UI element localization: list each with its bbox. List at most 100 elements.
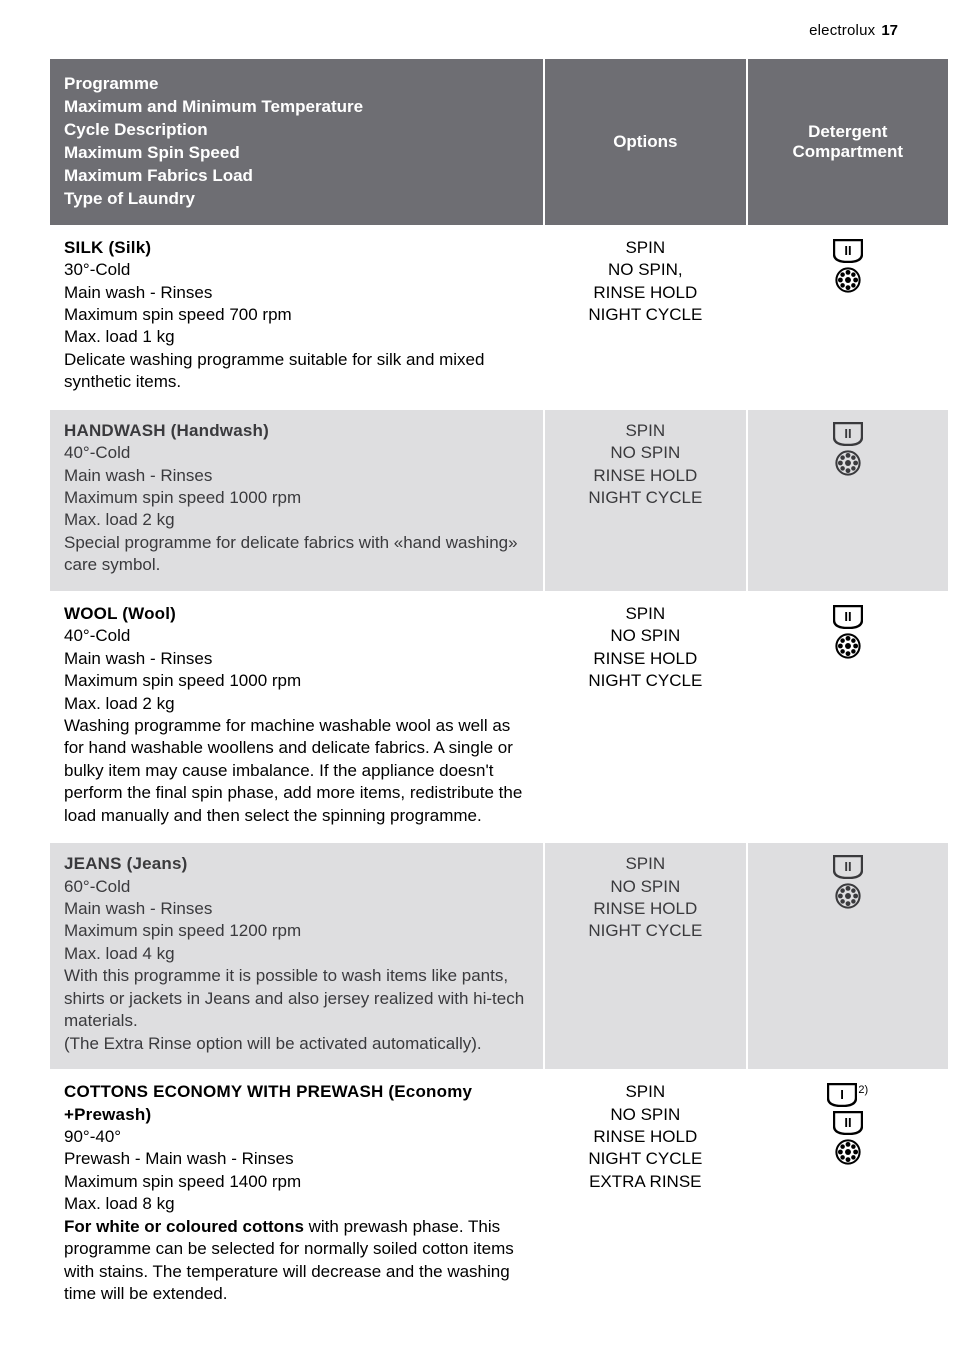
compartment-2-icon: II (833, 239, 863, 263)
option-value: NIGHT CYCLE (559, 670, 731, 692)
page-header: electrolux 17 (0, 0, 954, 57)
table-row: HANDWASH (Handwash) 40°-Cold Main wash - R… (50, 410, 948, 591)
option-value: RINSE HOLD (559, 282, 731, 304)
programme-line: Maximum spin speed 1000 rpm (64, 488, 301, 507)
softener-flower-icon (835, 883, 861, 909)
svg-text:II: II (844, 426, 851, 441)
svg-text:II: II (844, 859, 851, 874)
programme-line: Maximum spin speed 1000 rpm (64, 671, 301, 690)
compartment-2-icon: II (833, 605, 863, 629)
programme-line: 60°-Cold (64, 877, 130, 896)
options-cell: SPINNO SPINRINSE HOLDNIGHT CYCLE (545, 593, 745, 841)
programme-line: Maximum spin speed 1200 rpm (64, 921, 301, 940)
programme-line: Special programme for delicate fabrics w… (64, 533, 518, 574)
programme-line: Main wash - Rinses (64, 649, 212, 668)
option-value: NIGHT CYCLE (559, 304, 731, 326)
header-detergent: Detergent Compartment (748, 59, 948, 225)
compartment-2-icon: II (833, 855, 863, 879)
programme-line: Max. load 2 kg (64, 694, 175, 713)
softener-flower-icon (835, 267, 861, 293)
detergent-cell: I 2) II (748, 1071, 948, 1319)
softener-flower-icon (835, 450, 861, 476)
programme-line: Maximum spin speed 700 rpm (64, 305, 292, 324)
options-cell: SPINNO SPINRINSE HOLDNIGHT CYCLE (545, 843, 745, 1069)
svg-text:II: II (844, 243, 851, 258)
programme-line: Maximum spin speed 1400 rpm (64, 1172, 301, 1191)
programme-line: 30°-Cold (64, 260, 130, 279)
option-value: SPIN (559, 1081, 731, 1103)
option-value: NIGHT CYCLE (559, 1148, 731, 1170)
compartment-2-icon: II (833, 1111, 863, 1135)
options-cell: SPINNO SPIN,RINSE HOLDNIGHT CYCLE (545, 227, 745, 408)
table-row: JEANS (Jeans) 60°-Cold Main wash - Rinses M… (50, 843, 948, 1069)
programme-line: Max. load 8 kg (64, 1194, 175, 1213)
programme-cell: COTTONS ECONOMY WITH PREWASH (Economy +P… (50, 1071, 543, 1319)
option-value: NO SPIN (559, 442, 731, 464)
option-value: NO SPIN (559, 625, 731, 647)
programme-line: (The Extra Rinse option will be activate… (64, 1034, 482, 1053)
options-cell: SPINNO SPINRINSE HOLDNIGHT CYCLE (545, 410, 745, 591)
option-value: SPIN (559, 237, 731, 259)
programme-line: 90°-40° (64, 1127, 121, 1146)
programme-title: JEANS (Jeans) (64, 854, 188, 873)
option-value: NO SPIN (559, 876, 731, 898)
option-value: RINSE HOLD (559, 898, 731, 920)
detergent-icons: II (833, 237, 863, 293)
option-value: EXTRA RINSE (559, 1171, 731, 1193)
detergent-icons: II (833, 853, 863, 909)
option-value: RINSE HOLD (559, 465, 731, 487)
compartment-1-icon: I (827, 1083, 857, 1107)
table-row: SILK (Silk)30°-ColdMain wash - RinsesMax… (50, 227, 948, 408)
header-options: Options (545, 59, 745, 225)
header-programme: Programme Maximum and Minimum Temperatur… (50, 59, 543, 225)
programme-line: Washing programme for machine washable w… (64, 716, 522, 825)
detergent-icons: II (833, 420, 863, 476)
table-header-row: Programme Maximum and Minimum Temperatur… (50, 59, 948, 225)
option-value: SPIN (559, 603, 731, 625)
programme-line: Max. load 4 kg (64, 944, 175, 963)
table-row: COTTONS ECONOMY WITH PREWASH (Economy +P… (50, 1071, 948, 1319)
softener-flower-icon (835, 633, 861, 659)
programme-bold-line: For white or coloured cottons (64, 1217, 304, 1236)
programme-line: Max. load 2 kg (64, 510, 175, 529)
programme-title: SILK (Silk) (64, 238, 151, 257)
programme-table: Programme Maximum and Minimum Temperatur… (48, 57, 950, 1321)
programme-cell: HANDWASH (Handwash) 40°-Cold Main wash - R… (50, 410, 543, 591)
option-value: NO SPIN (559, 1104, 731, 1126)
svg-text:I: I (841, 1087, 845, 1102)
programme-line: Main wash - Rinses (64, 466, 212, 485)
footnote-2: 2) (858, 1083, 868, 1098)
table-row: WOOL (Wool) 40°-Cold Main wash - Rinses Max… (50, 593, 948, 841)
detergent-cell: II (748, 227, 948, 408)
programme-cell: SILK (Silk)30°-ColdMain wash - RinsesMax… (50, 227, 543, 408)
programme-line: 40°-Cold (64, 626, 130, 645)
compartment-2-icon: II (833, 422, 863, 446)
programme-title: WOOL (Wool) (64, 604, 176, 623)
options-cell: SPINNO SPINRINSE HOLDNIGHT CYCLEEXTRA RI… (545, 1071, 745, 1319)
detergent-cell: II (748, 410, 948, 591)
svg-text:II: II (844, 609, 851, 624)
page-number: 17 (881, 22, 898, 39)
option-value: NIGHT CYCLE (559, 487, 731, 509)
softener-flower-icon (835, 1139, 861, 1165)
brand-label: electrolux (809, 22, 875, 39)
programme-line: Main wash - Rinses (64, 899, 212, 918)
option-value: NO SPIN, (559, 259, 731, 281)
programme-line: Max. load 1 kg (64, 327, 175, 346)
programme-cell: JEANS (Jeans) 60°-Cold Main wash - Rinses M… (50, 843, 543, 1069)
svg-text:II: II (844, 1115, 851, 1130)
programme-line: 40°-Cold (64, 443, 130, 462)
option-value: RINSE HOLD (559, 648, 731, 670)
option-value: SPIN (559, 420, 731, 442)
detergent-icons: II (833, 603, 863, 659)
detergent-icons: I 2) II (827, 1081, 868, 1165)
option-value: RINSE HOLD (559, 1126, 731, 1148)
programme-title: COTTONS ECONOMY WITH PREWASH (Economy +P… (64, 1082, 472, 1123)
programme-line: Delicate washing programme suitable for … (64, 350, 484, 391)
option-value: NIGHT CYCLE (559, 920, 731, 942)
detergent-cell: II (748, 843, 948, 1069)
programme-title: HANDWASH (Handwash) (64, 421, 269, 440)
option-value: SPIN (559, 853, 731, 875)
programme-cell: WOOL (Wool) 40°-Cold Main wash - Rinses Max… (50, 593, 543, 841)
programme-line: Prewash - Main wash - Rinses (64, 1149, 294, 1168)
